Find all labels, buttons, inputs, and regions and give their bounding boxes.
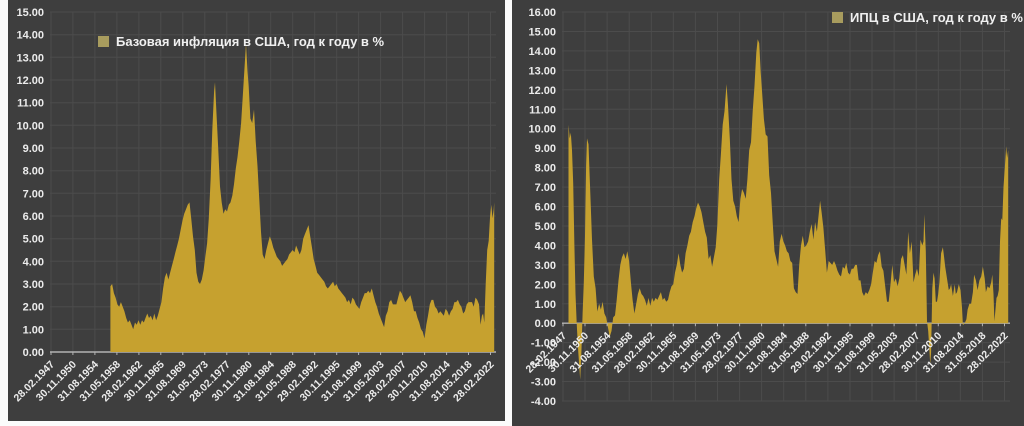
y-axis-tick-label: 15.00	[528, 27, 556, 39]
legend-label: Базовая инфляция в США, год к году в %	[116, 34, 385, 49]
y-axis-tick-label: 13.00	[16, 52, 44, 64]
y-axis-tick-label: 1.00	[23, 324, 44, 336]
y-axis-tick-label: 5.00	[535, 221, 556, 233]
y-axis-tick-label: 13.00	[528, 65, 556, 77]
y-axis-tick-label: 16.00	[528, 7, 556, 19]
legend-marker-icon	[98, 36, 109, 47]
y-axis-tick-label: 8.00	[535, 163, 556, 175]
y-axis-tick-label: 2.00	[535, 279, 556, 291]
y-axis-tick-label: 12.00	[528, 85, 556, 97]
y-axis-tick-label: -2.00	[531, 357, 556, 369]
cpi-area-chart: -4.00 -3.00 -2.00 -1.00 0.00 1.00 2.00 3.00 4.00…	[512, 0, 1024, 426]
y-axis-tick-label: 0.00	[23, 347, 44, 359]
legend-marker-icon	[832, 12, 843, 23]
y-axis-tick-label: 15.00	[16, 7, 44, 19]
area-series	[568, 39, 1009, 380]
y-axis-tick-label: 7.00	[23, 188, 44, 200]
y-axis-tick-label: 8.00	[23, 166, 44, 178]
y-axis-tick-label: 12.00	[16, 75, 44, 87]
legend-label: ИПЦ в США, год к году в %	[850, 10, 1023, 25]
y-axis-tick-label: 10.00	[16, 120, 44, 132]
area-series	[110, 43, 495, 352]
y-axis-tick-label: 14.00	[16, 30, 44, 42]
y-axis-tick-label: 9.00	[535, 143, 556, 155]
y-axis-tick-label: -1.00	[531, 338, 556, 350]
y-axis-tick-label: 14.00	[528, 46, 556, 58]
y-axis-tick-label: -4.00	[531, 396, 556, 408]
y-axis-tick-label: 11.00	[17, 98, 44, 110]
y-axis-tick-label: 9.00	[23, 143, 44, 155]
y-axis-tick-label: 3.00	[535, 260, 556, 272]
y-axis-tick-label: 11.00	[529, 104, 556, 116]
y-axis-tick-label: 5.00	[23, 234, 44, 246]
y-axis-tick-label: 2.00	[23, 302, 44, 314]
core-inflation-chart-panel: 0.00 1.00 2.00 3.00 4.00 5.00 6.00 7.00 8.00 9.00…	[8, 0, 505, 421]
y-axis-tick-label: 0.00	[535, 318, 556, 330]
y-axis-tick-label: 7.00	[535, 182, 556, 194]
y-axis-tick-label: 6.00	[23, 211, 44, 223]
y-axis-tick-label: 4.00	[23, 256, 44, 268]
y-axis-tick-label: 10.00	[528, 124, 556, 136]
cpi-chart-panel: -4.00 -3.00 -2.00 -1.00 0.00 1.00 2.00 3.00 4.00…	[512, 0, 1024, 426]
legend-cpi: ИПЦ в США, год к году в %	[832, 10, 1023, 25]
y-axis-tick-label: 1.00	[535, 299, 556, 311]
y-axis-tick-label: 6.00	[535, 202, 556, 214]
y-axis-tick-label: 4.00	[535, 240, 556, 252]
y-axis-tick-label: 3.00	[23, 279, 44, 291]
core-inflation-area-chart: 0.00 1.00 2.00 3.00 4.00 5.00 6.00 7.00 8.00 9.00…	[8, 0, 505, 421]
y-axis-tick-label: -3.00	[531, 377, 556, 389]
legend-core: Базовая инфляция в США, год к году в %	[98, 34, 384, 49]
